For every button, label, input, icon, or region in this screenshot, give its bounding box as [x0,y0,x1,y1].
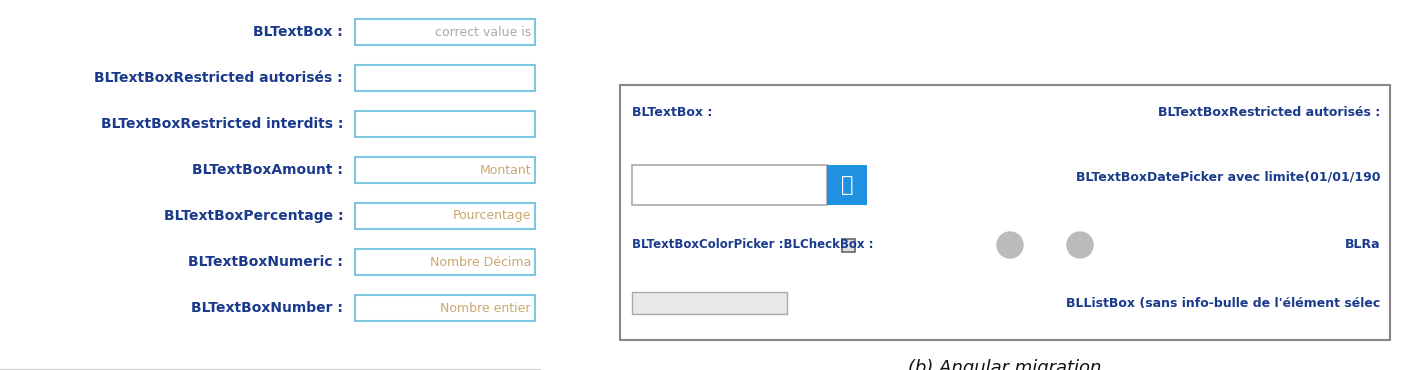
FancyBboxPatch shape [355,111,535,137]
FancyBboxPatch shape [621,85,1390,340]
Text: BLRa: BLRa [1345,239,1380,252]
FancyBboxPatch shape [355,157,535,183]
FancyBboxPatch shape [355,249,535,275]
Circle shape [997,232,1024,258]
Text: Nombre Décima: Nombre Décima [430,256,531,269]
Text: (b) Angular migration: (b) Angular migration [908,359,1102,370]
Text: BLTextBoxAmount :: BLTextBoxAmount : [192,163,343,177]
Text: BLTextBoxNumber :: BLTextBoxNumber : [191,301,343,315]
FancyBboxPatch shape [355,203,535,229]
FancyBboxPatch shape [355,295,535,321]
Circle shape [1067,232,1092,258]
Text: ⧉: ⧉ [841,175,854,195]
Text: BLTextBox :: BLTextBox : [632,107,712,120]
FancyBboxPatch shape [842,239,855,252]
Text: Nombre entier: Nombre entier [441,302,531,314]
Text: correct value is: correct value is [435,26,531,38]
Text: Pourcentage: Pourcentage [452,209,531,222]
Text: BLTextBoxRestricted autorisés :: BLTextBoxRestricted autorisés : [1158,107,1380,120]
Text: Montant: Montant [479,164,531,176]
Text: BLTextBoxColorPicker :BLCheckBox :: BLTextBoxColorPicker :BLCheckBox : [632,239,873,252]
Text: BLTextBoxDatePicker avec limite(01/01/190: BLTextBoxDatePicker avec limite(01/01/19… [1075,171,1380,184]
Text: BLTextBox :: BLTextBox : [253,25,343,39]
FancyBboxPatch shape [827,165,868,205]
FancyBboxPatch shape [355,65,535,91]
Text: BLListBox (sans info-bulle de l'élément sélec: BLListBox (sans info-bulle de l'élément … [1066,296,1380,309]
FancyBboxPatch shape [632,292,788,314]
Text: BLTextBoxRestricted autorisés :: BLTextBoxRestricted autorisés : [94,71,343,85]
Text: BLTextBoxNumeric :: BLTextBoxNumeric : [188,255,343,269]
FancyBboxPatch shape [632,165,827,205]
Text: BLTextBoxPercentage :: BLTextBoxPercentage : [163,209,343,223]
FancyBboxPatch shape [355,19,535,45]
Text: BLTextBoxRestricted interdits :: BLTextBoxRestricted interdits : [101,117,343,131]
